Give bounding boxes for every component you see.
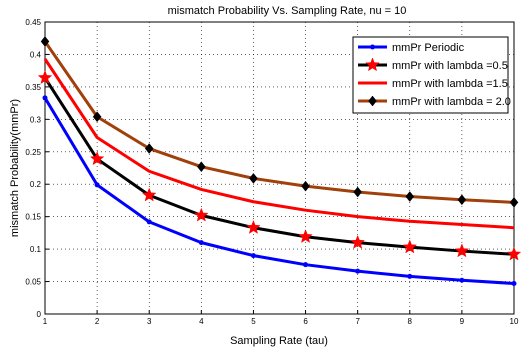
data-point	[511, 281, 517, 287]
star-marker	[350, 234, 365, 249]
y-ticks: 0 0.05 0.1 0.15 0.2 0.25 0.3 0.35 0.4 0.45	[25, 18, 49, 319]
legend-label: mmPr with lambda = 2.0	[392, 96, 511, 108]
data-point	[407, 273, 413, 279]
legend-marker	[370, 44, 375, 50]
diamond-marker	[405, 191, 415, 202]
y-tick-label: 0.05	[25, 278, 41, 287]
diamond-marker	[509, 196, 519, 208]
star-marker	[37, 70, 53, 85]
y-tick-label: 0.4	[30, 50, 42, 59]
x-tick-label: 10	[510, 317, 519, 326]
star-marker	[246, 220, 261, 234]
data-point	[250, 253, 256, 259]
star-marker	[89, 151, 105, 166]
legend-entry: mmPr with lambda =0.5	[358, 57, 508, 72]
data-point	[303, 262, 309, 268]
star-marker	[194, 207, 209, 222]
star-marker	[141, 187, 157, 202]
x-tick-label: 1	[43, 317, 48, 326]
y-tick-label: 0.35	[25, 83, 41, 92]
series-2	[43, 58, 515, 230]
diamond-marker	[197, 161, 206, 173]
legend-entry: mmPr with lambda =1.5	[358, 78, 508, 90]
y-axis-label: mismatch Probability(mmPr)	[9, 99, 21, 237]
legend-entry: mmPr with lambda = 2.0	[358, 95, 511, 108]
y-tick-label: 0.1	[30, 245, 42, 254]
y-tick-label: 0.3	[30, 115, 42, 124]
chart-title: mismatch Probability Vs. Sampling Rate, …	[168, 5, 407, 17]
data-point	[94, 182, 100, 188]
legend: mmPr Periodic mmPr with lambda =0.5 mmPr w…	[352, 36, 511, 114]
star-marker	[506, 246, 522, 261]
legend-entry: mmPr Periodic	[358, 42, 465, 54]
x-tick-label: 5	[251, 317, 256, 326]
diamond-marker	[144, 143, 154, 154]
y-tick-label: 0	[37, 310, 42, 319]
diamond-marker	[457, 194, 467, 206]
x-tick-label: 2	[95, 317, 100, 326]
star-marker	[402, 239, 418, 254]
diamond-marker	[92, 111, 102, 123]
series-line	[43, 58, 515, 230]
series-line	[43, 97, 515, 285]
star-marker	[454, 243, 470, 258]
series-1	[37, 70, 522, 261]
y-tick-label: 0.45	[25, 18, 41, 27]
series-line	[43, 40, 515, 204]
legend-marker	[368, 95, 377, 107]
legend-label: mmPr with lambda =0.5	[392, 60, 508, 72]
series-line	[43, 76, 515, 256]
diamond-marker	[301, 180, 310, 192]
diamond-marker	[40, 36, 50, 47]
x-tick-label: 8	[408, 317, 413, 326]
x-tick-label: 3	[147, 317, 152, 326]
x-ticks: 1 2 3 4 5 6 7 8 9 10	[43, 310, 519, 326]
x-tick-label: 7	[355, 317, 360, 326]
x-tick-label: 6	[303, 317, 308, 326]
y-tick-label: 0.2	[30, 180, 42, 189]
diamond-marker	[353, 186, 362, 198]
x-axis-label: Sampling Rate (tau)	[230, 335, 328, 347]
data-point	[355, 268, 361, 274]
series-3	[40, 36, 519, 208]
diamond-marker	[249, 172, 258, 184]
legend-label: mmPr Periodic	[392, 42, 465, 54]
legend-marker	[365, 57, 380, 72]
x-tick-label: 9	[460, 317, 465, 326]
legend-label: mmPr with lambda =1.5	[392, 78, 508, 90]
y-tick-label: 0.25	[25, 148, 41, 157]
star-marker	[298, 229, 313, 244]
series-0	[42, 95, 517, 287]
x-tick-label: 4	[199, 317, 204, 326]
data-point	[146, 219, 152, 225]
series-group	[37, 36, 522, 287]
y-tick-label: 0.15	[25, 213, 41, 222]
data-point	[198, 240, 204, 246]
data-point	[42, 95, 48, 101]
data-point	[459, 277, 465, 283]
